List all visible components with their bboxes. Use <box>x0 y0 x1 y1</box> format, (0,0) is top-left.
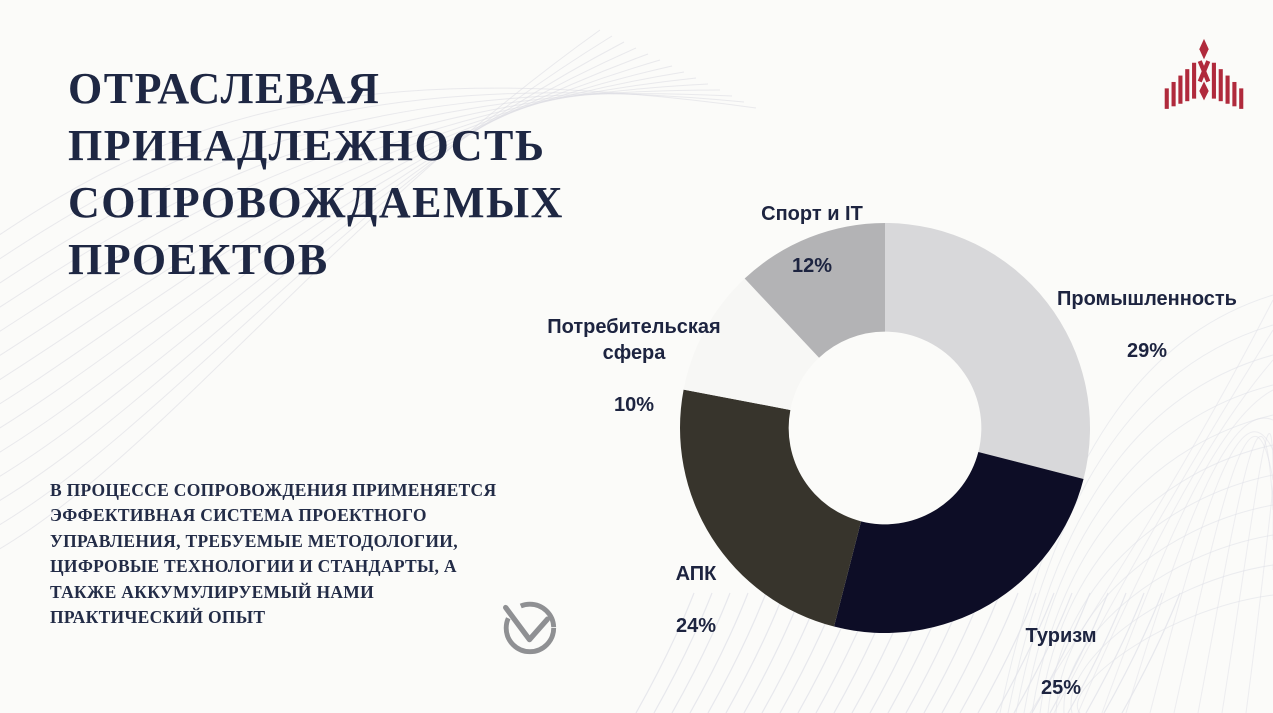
donut-slice-1 <box>834 451 1084 633</box>
chart-label-name: Спорт и IT <box>761 203 863 225</box>
chart-label-value: 24% <box>675 615 717 637</box>
body-text: В ПРОЦЕССЕ СОПРОВОЖДЕНИЯ ПРИМЕНЯЕТСЯ ЭФФ… <box>50 480 497 628</box>
chart-label-value: 25% <box>1040 677 1082 699</box>
chart-label-potrebitelskaya-sfera: Потребительская сфера 10% <box>539 288 729 444</box>
chart-label-value: 10% <box>613 394 655 416</box>
chart-label-value: 12% <box>791 255 833 277</box>
chart-label-sport-i-it: Спорт и IT 12% <box>722 175 902 305</box>
chart-label-turizm: Туризм 25% <box>991 597 1131 713</box>
chart-label-name: АПК <box>675 563 717 585</box>
donut-slice-0 <box>885 223 1090 479</box>
donut-slice-4 <box>744 223 885 358</box>
chart-label-name: Промышленность <box>1057 288 1237 310</box>
company-logo-icon <box>1164 38 1244 109</box>
chart-label-name: Потребительская сфера <box>547 316 721 364</box>
donut-slice-2 <box>680 389 862 627</box>
check-circle-icon <box>503 601 557 655</box>
donut-chart <box>675 218 1095 638</box>
chart-label-value: 29% <box>1126 340 1168 362</box>
page-title: ОТРАСЛЕВАЯ ПРИНАДЛЕЖНОСТЬ СОПРОВОЖДАЕМЫХ… <box>68 64 564 284</box>
chart-label-name: Туризм <box>1025 625 1097 647</box>
donut-slice-3 <box>683 278 820 410</box>
chart-label-promyshlennost: Промышленность 29% <box>1037 260 1257 390</box>
donut-chart-svg <box>680 223 1090 633</box>
chart-label-apk: АПК 24% <box>636 535 756 665</box>
